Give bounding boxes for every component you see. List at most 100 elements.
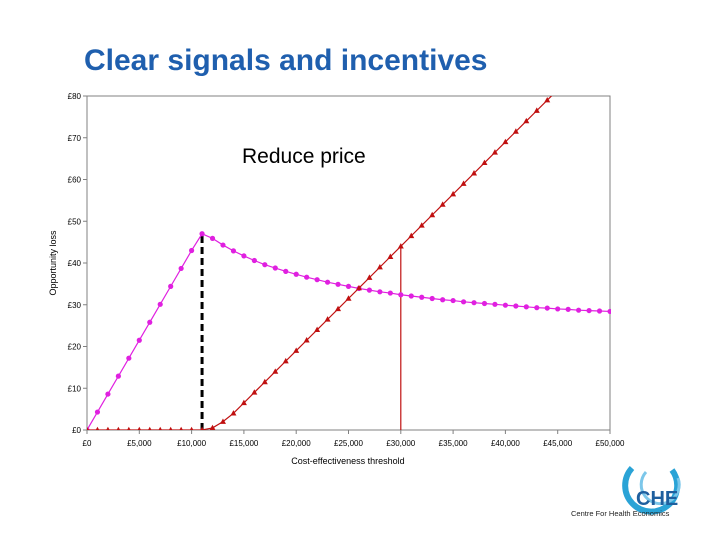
data-point	[345, 283, 352, 289]
y-tick-label: £20	[68, 343, 82, 352]
data-point	[523, 117, 530, 124]
data-point	[555, 87, 561, 92]
data-point	[209, 235, 216, 241]
data-point	[555, 306, 561, 312]
data-point	[492, 301, 498, 307]
data-point	[293, 271, 299, 277]
data-point	[126, 355, 132, 361]
data-point	[387, 253, 394, 259]
x-tick-label: £5,000	[127, 439, 152, 448]
data-point	[335, 281, 341, 287]
data-point	[366, 274, 373, 280]
data-point	[314, 277, 320, 283]
data-point	[137, 426, 142, 430]
y-tick-label: £40	[68, 259, 82, 268]
x-tick-label: £20,000	[282, 439, 311, 448]
data-point	[450, 297, 456, 304]
data-point	[576, 307, 582, 313]
data-point	[450, 190, 457, 197]
data-point	[251, 257, 257, 264]
data-point	[523, 304, 529, 310]
data-point	[220, 242, 226, 248]
data-point	[230, 248, 237, 254]
logo-subtitle: Centre For Health Economics	[571, 509, 670, 518]
data-point	[240, 399, 247, 406]
data-point	[586, 307, 592, 314]
y-tick-label: £30	[68, 301, 82, 310]
data-point	[512, 128, 519, 134]
data-point	[251, 389, 258, 395]
data-point	[429, 211, 436, 218]
y-tick-label: £10	[68, 384, 82, 393]
y-tick-label: £70	[68, 134, 82, 143]
data-point	[460, 180, 467, 186]
data-point	[200, 426, 204, 430]
data-point	[491, 149, 498, 155]
data-point	[460, 299, 467, 305]
data-point	[471, 300, 477, 306]
data-point	[471, 170, 478, 176]
data-point	[116, 426, 121, 430]
x-tick-label: £0	[83, 439, 92, 448]
data-point	[335, 305, 342, 312]
y-tick-label: £0	[72, 426, 81, 435]
data-point	[189, 247, 195, 254]
data-point	[136, 337, 142, 343]
data-point	[565, 306, 571, 312]
data-point	[534, 305, 540, 311]
data-point	[429, 295, 435, 302]
data-point	[607, 308, 611, 315]
y-tick-label: £80	[68, 92, 82, 101]
data-point	[115, 373, 121, 379]
data-point	[178, 265, 184, 272]
data-point	[94, 409, 101, 415]
che-logo-icon	[622, 465, 681, 515]
data-point	[387, 290, 393, 296]
data-point	[533, 107, 540, 113]
x-tick-label: £10,000	[177, 439, 206, 448]
data-point	[377, 289, 383, 295]
data-point	[345, 295, 352, 301]
data-point	[87, 426, 89, 430]
data-point	[304, 274, 310, 280]
data-point	[168, 283, 174, 289]
data-point	[209, 424, 216, 430]
data-point	[314, 326, 321, 332]
data-point	[596, 308, 603, 314]
data-point	[127, 426, 131, 430]
data-point	[481, 300, 488, 307]
data-point	[262, 262, 268, 268]
data-point	[355, 284, 362, 291]
data-point	[366, 287, 373, 293]
data-point	[418, 222, 425, 228]
data-point	[219, 418, 226, 424]
x-tick-label: £30,000	[386, 439, 415, 448]
logo-text: CHE	[636, 488, 679, 510]
x-tick-label: £25,000	[334, 439, 363, 448]
data-point	[272, 265, 278, 271]
x-tick-label: £35,000	[439, 439, 468, 448]
data-point	[502, 302, 508, 308]
y-axis-label: Opportunity loss	[48, 230, 58, 296]
data-point	[502, 138, 509, 145]
x-tick-label: £40,000	[491, 439, 520, 448]
data-point	[106, 426, 110, 430]
data-point	[95, 426, 100, 430]
data-point	[439, 201, 446, 207]
data-point	[147, 319, 153, 325]
data-point	[158, 426, 162, 430]
data-point	[147, 426, 152, 430]
data-point	[282, 357, 289, 364]
data-point	[241, 253, 247, 259]
data-point	[481, 159, 488, 165]
data-point	[179, 426, 183, 430]
x-tick-label: £45,000	[543, 439, 572, 448]
plot-area	[86, 95, 611, 431]
x-tick-label: £15,000	[229, 439, 258, 448]
data-point	[544, 96, 551, 103]
data-point	[168, 426, 173, 430]
reference-lines	[200, 233, 402, 430]
data-point	[199, 231, 205, 237]
data-point	[293, 347, 300, 353]
